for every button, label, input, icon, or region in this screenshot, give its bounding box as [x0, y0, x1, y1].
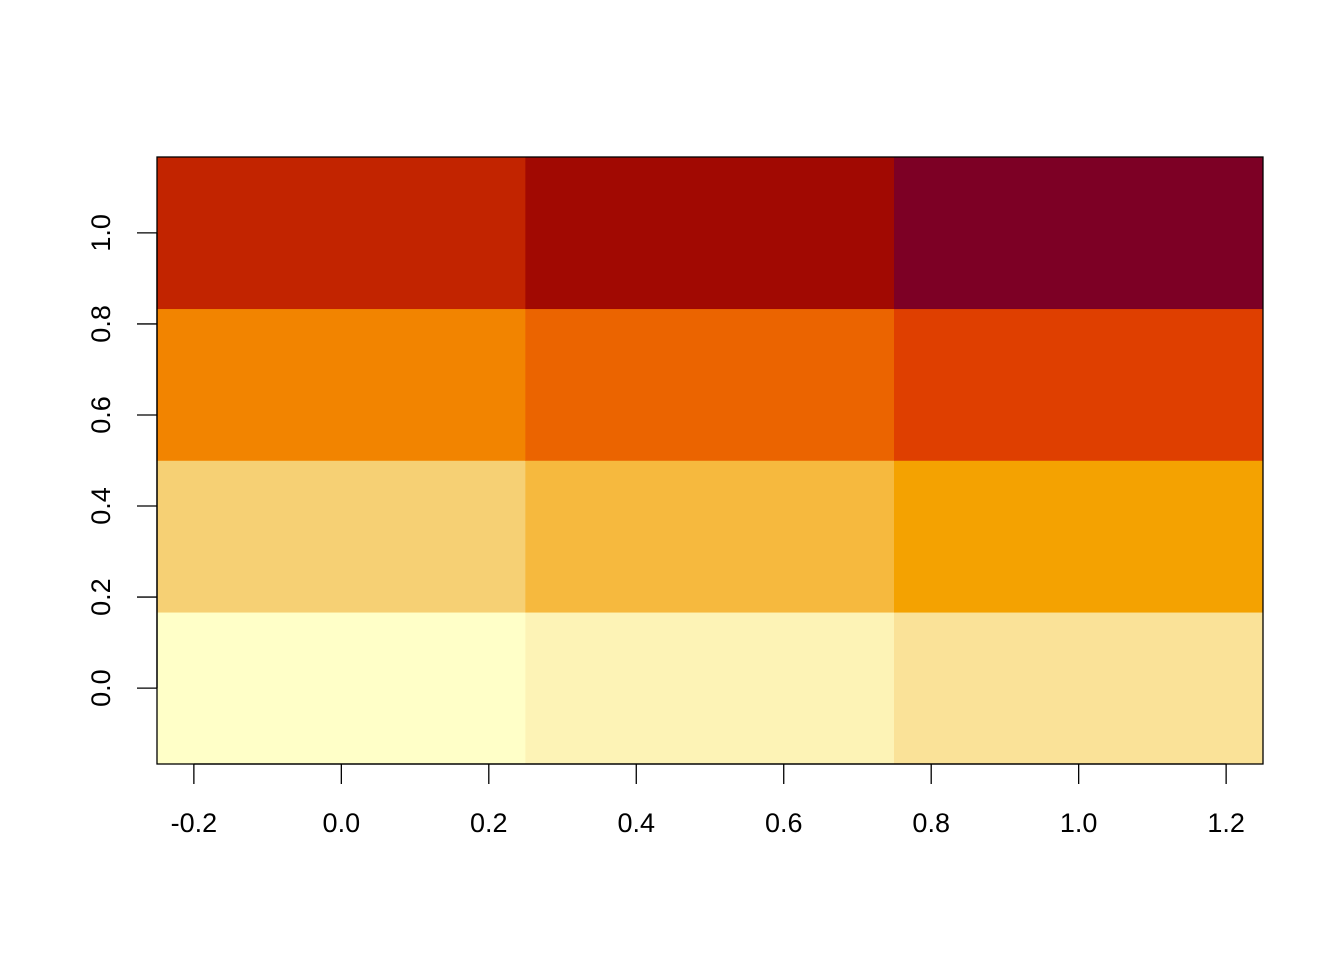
y-tick-label: 0.2	[86, 578, 116, 616]
y-tick-label: 0.6	[86, 396, 116, 434]
heatmap-cells	[156, 156, 1264, 765]
x-axis: -0.2 0.0 0.2 0.4 0.6 0.8 1.0 1.2	[171, 763, 1245, 838]
y-tick-label: 0.0	[86, 669, 116, 707]
heatmap-cell-r3-c1	[525, 156, 895, 310]
heatmap-cell-r1-c2	[894, 460, 1264, 613]
heatmap-cell-r0-c0	[156, 611, 526, 765]
x-tick-label: 1.2	[1207, 808, 1245, 838]
x-tick-label: 1.0	[1060, 808, 1098, 838]
heatmap-cell-r0-c1	[525, 611, 895, 765]
x-tick-label: 0.2	[470, 808, 508, 838]
heatmap-cell-r0-c2	[894, 611, 1264, 765]
y-tick-label: 0.4	[86, 487, 116, 525]
heatmap-cell-r3-c0	[156, 156, 526, 310]
y-tick-label: 0.8	[86, 305, 116, 343]
heatmap-cell-r2-c0	[156, 308, 526, 461]
x-tick-label: 0.8	[912, 808, 950, 838]
heatmap-cell-r2-c1	[525, 308, 895, 461]
y-tick-label: 1.0	[86, 214, 116, 252]
x-tick-label: 0.4	[617, 808, 655, 838]
heatmap-cell-r2-c2	[894, 308, 1264, 461]
heatmap-cell-r1-c1	[525, 460, 895, 613]
x-tick-label: 0.0	[323, 808, 361, 838]
heatmap-cell-r3-c2	[894, 156, 1264, 310]
x-tick-label: -0.2	[171, 808, 218, 838]
y-axis: 0.0 0.2 0.4 0.6 0.8 1.0	[86, 214, 158, 707]
heatmap-cell-r1-c0	[156, 460, 526, 613]
x-tick-label: 0.6	[765, 808, 803, 838]
